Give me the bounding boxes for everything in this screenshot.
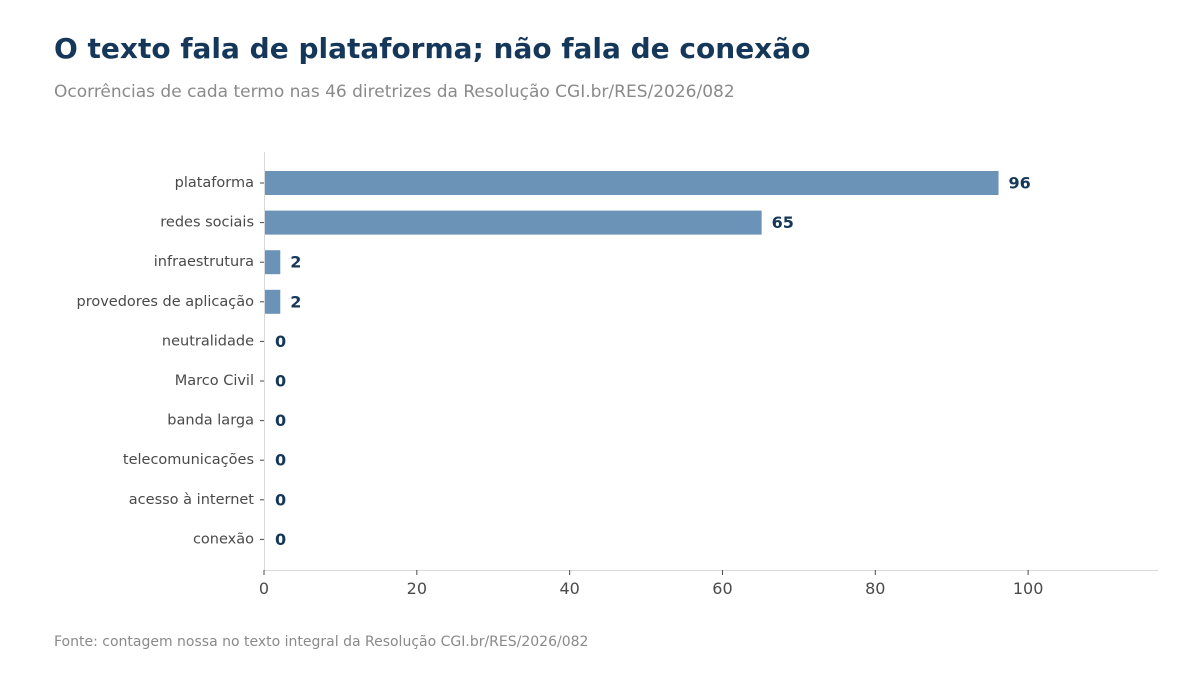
bar <box>265 210 762 235</box>
x-tick-label: 80 <box>865 579 885 598</box>
x-tick-label: 40 <box>559 579 579 598</box>
value-label: 0 <box>275 490 286 509</box>
value-label: 0 <box>275 372 286 391</box>
chart-subtitle: Ocorrências de cada termo nas 46 diretri… <box>54 82 735 102</box>
axis-layer <box>260 152 1158 575</box>
bar <box>265 171 999 195</box>
category-label: Marco Civil <box>175 373 254 389</box>
x-tick-label: 20 <box>407 579 427 598</box>
category-label: neutralidade <box>162 333 254 349</box>
category-label: plataforma <box>175 175 254 191</box>
source-note: Fonte: contagem nossa no texto integral … <box>54 634 589 650</box>
value-label: 0 <box>275 411 286 430</box>
x-tick-label: 0 <box>259 579 269 598</box>
category-label: infraestrutura <box>154 254 254 270</box>
category-label: acesso à internet <box>129 492 255 508</box>
value-label: 2 <box>290 292 301 311</box>
bar <box>265 250 281 275</box>
value-label: 96 <box>1009 174 1031 193</box>
value-label: 0 <box>275 332 286 351</box>
bar <box>265 289 281 314</box>
category-label: provedores de aplicação <box>77 294 255 310</box>
value-label: 2 <box>290 253 301 272</box>
category-label: conexão <box>193 531 254 547</box>
value-label: 65 <box>772 213 794 232</box>
value-label: 0 <box>275 451 286 470</box>
labels-layer: plataforma 96 redes sociais 65 infraestrutur… <box>77 174 1044 599</box>
category-label: telecomunicações <box>123 452 254 468</box>
value-label: 0 <box>275 530 286 549</box>
chart-title: O texto fala de plataforma; não fala de … <box>54 32 811 65</box>
bars-layer <box>265 171 999 314</box>
category-label: redes sociais <box>160 215 254 231</box>
x-tick-label: 60 <box>712 579 732 598</box>
x-tick-label: 100 <box>1013 579 1044 598</box>
category-label: banda larga <box>167 413 254 429</box>
